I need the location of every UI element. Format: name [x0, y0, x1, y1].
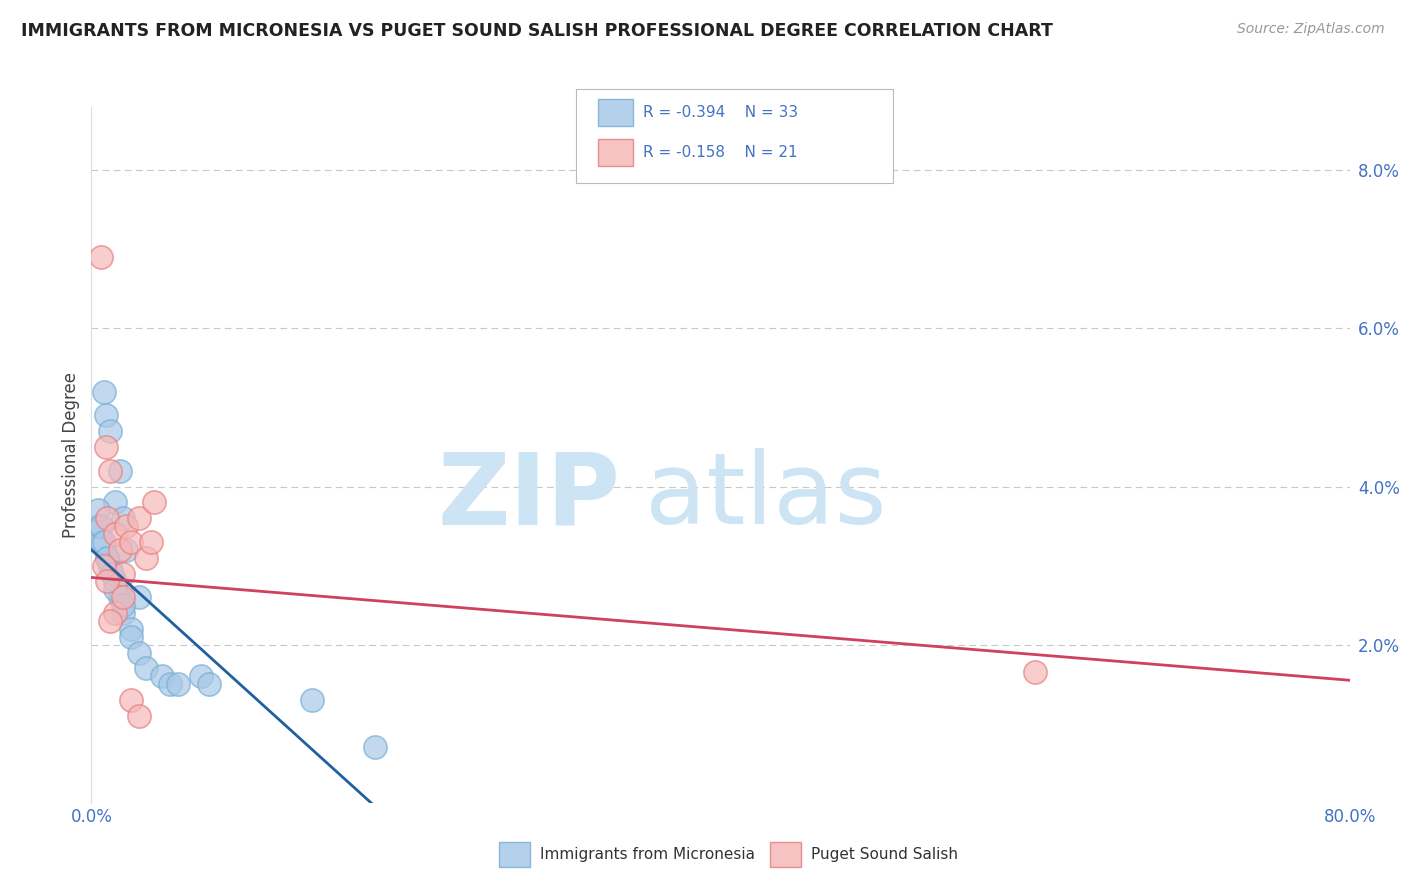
Point [104, 574, 127, 589]
Point [135, 661, 157, 675]
Point [111, 591, 134, 605]
Text: R = -0.158    N = 21: R = -0.158 N = 21 [643, 145, 797, 160]
Point [150, 669, 173, 683]
Point [96, 550, 118, 565]
Point [111, 598, 134, 612]
Point [167, 677, 190, 691]
Point [111, 511, 134, 525]
Point [94, 440, 117, 454]
Point [98, 464, 121, 478]
Point [98, 614, 121, 628]
Point [111, 566, 134, 581]
Point [94, 409, 117, 423]
Point [90, 250, 112, 264]
Point [108, 464, 131, 478]
Text: ZIP: ZIP [437, 448, 620, 545]
Point [363, 740, 385, 755]
Point [120, 622, 142, 636]
Point [101, 566, 124, 581]
Text: R = -0.394    N = 33: R = -0.394 N = 33 [643, 104, 797, 120]
Y-axis label: Professional Degree: Professional Degree [62, 372, 80, 538]
Text: Puget Sound Salish: Puget Sound Salish [811, 847, 959, 862]
Point [120, 630, 142, 644]
Point [128, 646, 150, 660]
Text: Immigrants from Micronesia: Immigrants from Micronesia [540, 847, 755, 862]
Point [108, 542, 131, 557]
Text: IMMIGRANTS FROM MICRONESIA VS PUGET SOUND SALISH PROFESSIONAL DEGREE CORRELATION: IMMIGRANTS FROM MICRONESIA VS PUGET SOUN… [21, 22, 1053, 40]
Point [98, 424, 121, 438]
Point [104, 495, 127, 509]
Point [96, 511, 118, 525]
Point [128, 591, 150, 605]
Point [1024, 665, 1046, 680]
Point [190, 669, 212, 683]
Point [93, 384, 115, 399]
Point [96, 550, 118, 565]
Point [141, 535, 163, 549]
Point [135, 550, 157, 565]
Point [86, 503, 108, 517]
Point [91, 535, 114, 549]
Point [108, 591, 131, 605]
Point [120, 693, 142, 707]
Point [104, 527, 127, 541]
Point [111, 606, 134, 620]
Point [93, 558, 115, 573]
Text: Source: ZipAtlas.com: Source: ZipAtlas.com [1237, 22, 1385, 37]
Point [89, 519, 111, 533]
Point [159, 677, 181, 691]
Point [115, 519, 138, 533]
Point [90, 519, 112, 533]
Point [128, 511, 150, 525]
Point [301, 693, 323, 707]
Point [98, 558, 121, 573]
Point [104, 606, 127, 620]
Point [128, 708, 150, 723]
Point [93, 535, 115, 549]
Point [104, 582, 127, 597]
Point [96, 574, 118, 589]
Point [198, 677, 221, 691]
Point [115, 542, 138, 557]
Text: atlas: atlas [645, 448, 887, 545]
Point [120, 535, 142, 549]
Point [143, 495, 166, 509]
